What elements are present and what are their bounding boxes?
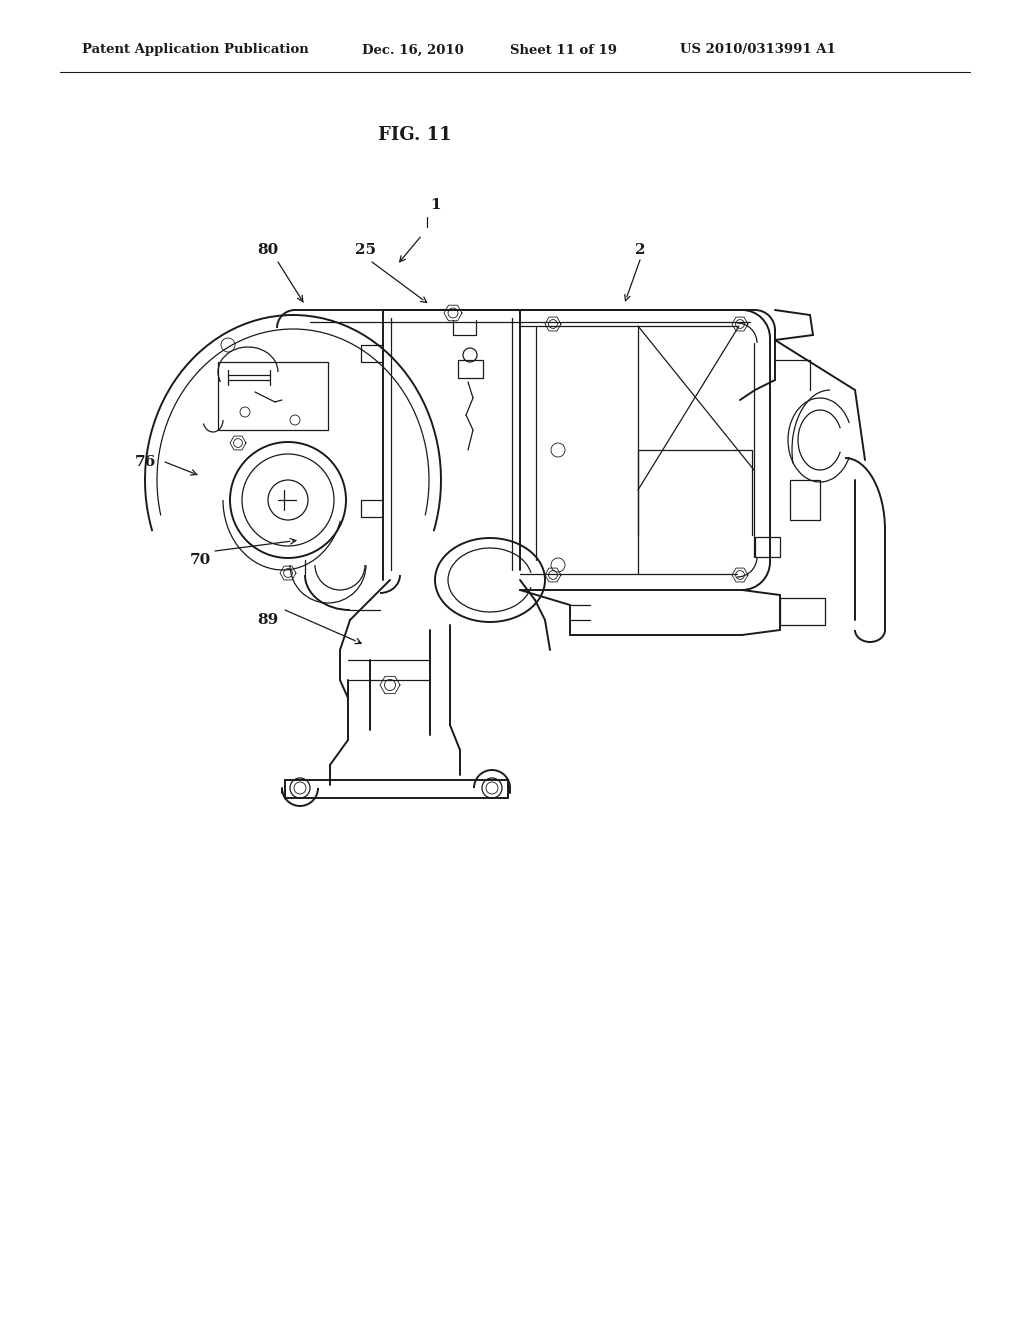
Text: 25: 25	[354, 243, 376, 257]
Text: Sheet 11 of 19: Sheet 11 of 19	[510, 44, 617, 57]
Text: 70: 70	[189, 553, 211, 568]
Text: Dec. 16, 2010: Dec. 16, 2010	[362, 44, 464, 57]
Text: 80: 80	[257, 243, 279, 257]
Text: FIG. 11: FIG. 11	[378, 125, 452, 144]
Text: 2: 2	[635, 243, 645, 257]
Text: 76: 76	[134, 455, 156, 469]
Text: Patent Application Publication: Patent Application Publication	[82, 44, 309, 57]
Text: 1: 1	[430, 198, 440, 213]
Text: 89: 89	[257, 612, 279, 627]
Text: US 2010/0313991 A1: US 2010/0313991 A1	[680, 44, 836, 57]
